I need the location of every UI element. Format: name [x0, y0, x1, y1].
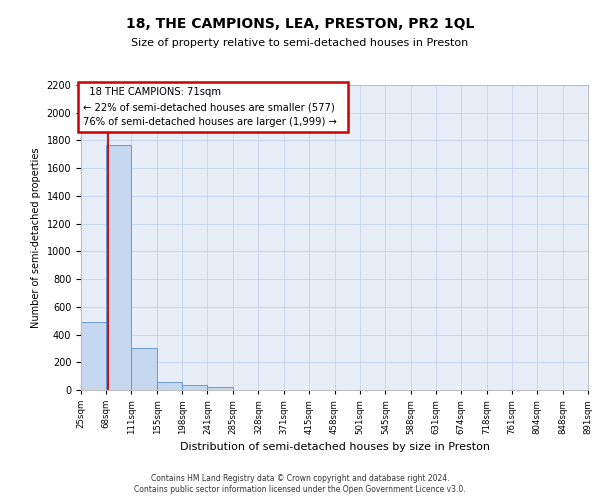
- Text: Size of property relative to semi-detached houses in Preston: Size of property relative to semi-detach…: [131, 38, 469, 48]
- Bar: [131, 348, 157, 390]
- Text: 18, THE CAMPIONS, LEA, PRESTON, PR2 1QL: 18, THE CAMPIONS, LEA, PRESTON, PR2 1QL: [126, 18, 474, 32]
- Bar: [106, 144, 131, 390]
- Bar: [157, 382, 182, 390]
- Text: 18 THE CAMPIONS: 71sqm
← 22% of semi-detached houses are smaller (577)
76% of se: 18 THE CAMPIONS: 71sqm ← 22% of semi-det…: [83, 88, 343, 127]
- X-axis label: Distribution of semi-detached houses by size in Preston: Distribution of semi-detached houses by …: [179, 442, 490, 452]
- Bar: [182, 385, 208, 390]
- Bar: [208, 386, 233, 390]
- Text: Contains HM Land Registry data © Crown copyright and database right 2024.
Contai: Contains HM Land Registry data © Crown c…: [134, 474, 466, 494]
- Bar: [81, 322, 106, 390]
- Y-axis label: Number of semi-detached properties: Number of semi-detached properties: [31, 147, 41, 328]
